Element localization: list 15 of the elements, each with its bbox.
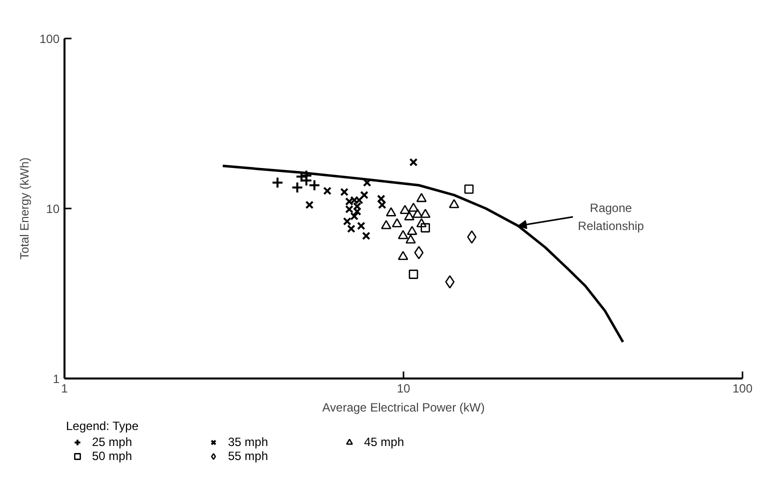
legend-label: 35 mph <box>228 435 270 449</box>
y-tick-label: 1 <box>52 372 60 386</box>
legend-label: 55 mph <box>228 449 270 463</box>
x-tick-label: 1 <box>61 382 68 396</box>
x-tick-label: 100 <box>732 382 753 396</box>
x-axis-title: Average Electrical Power (kW) <box>322 400 485 414</box>
annotation: Ragone Relationship <box>578 200 644 233</box>
y-axis-title: Total Energy (kWh) <box>17 157 32 260</box>
legend-label: 50 mph <box>92 449 134 463</box>
legend-title: Legend: Type <box>66 419 140 433</box>
legend-label: 25 mph <box>92 435 134 449</box>
y-tick-label: 100 <box>39 32 60 46</box>
x-tick-label: 10 <box>396 382 410 396</box>
y-tick-label: 10 <box>46 202 60 216</box>
legend-label: 45 mph <box>364 435 406 449</box>
